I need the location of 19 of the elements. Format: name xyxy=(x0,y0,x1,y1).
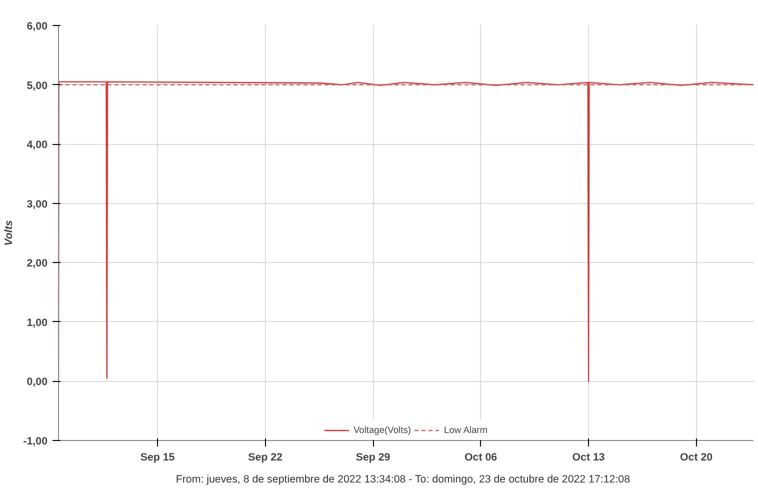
y-tick-label: 1,00 xyxy=(26,316,48,329)
y-tick-label: 4,00 xyxy=(26,139,48,152)
legend-label: Low Alarm xyxy=(444,425,488,435)
y-tick-label: 5,00 xyxy=(26,80,48,92)
y-axis-title: Volts xyxy=(3,220,16,246)
y-tick-label: 0,00 xyxy=(26,376,48,388)
x-tick-label: Oct 13 xyxy=(572,452,605,464)
x-tick-label: Sep 29 xyxy=(356,452,390,464)
x-tick-label: Oct 06 xyxy=(464,452,498,464)
x-tick-label: Sep 15 xyxy=(140,452,175,464)
y-tick-label: 3,00 xyxy=(26,198,48,210)
y-tick-label: 2,00 xyxy=(26,258,48,270)
x-tick-label: Oct 20 xyxy=(680,452,713,464)
y-tick-label: 6,00 xyxy=(26,20,48,32)
y-tick-label: -1,00 xyxy=(23,436,48,448)
legend-label: Voltage(Volts) xyxy=(353,425,411,435)
line-series xyxy=(58,81,754,382)
x-tick-label: Sep 22 xyxy=(248,452,283,464)
text: From: jueves, 8 de septiembre de 2022 13:34:08 - To: domingo, 23 de octubre de 2022 17:12:08 xyxy=(176,474,630,486)
